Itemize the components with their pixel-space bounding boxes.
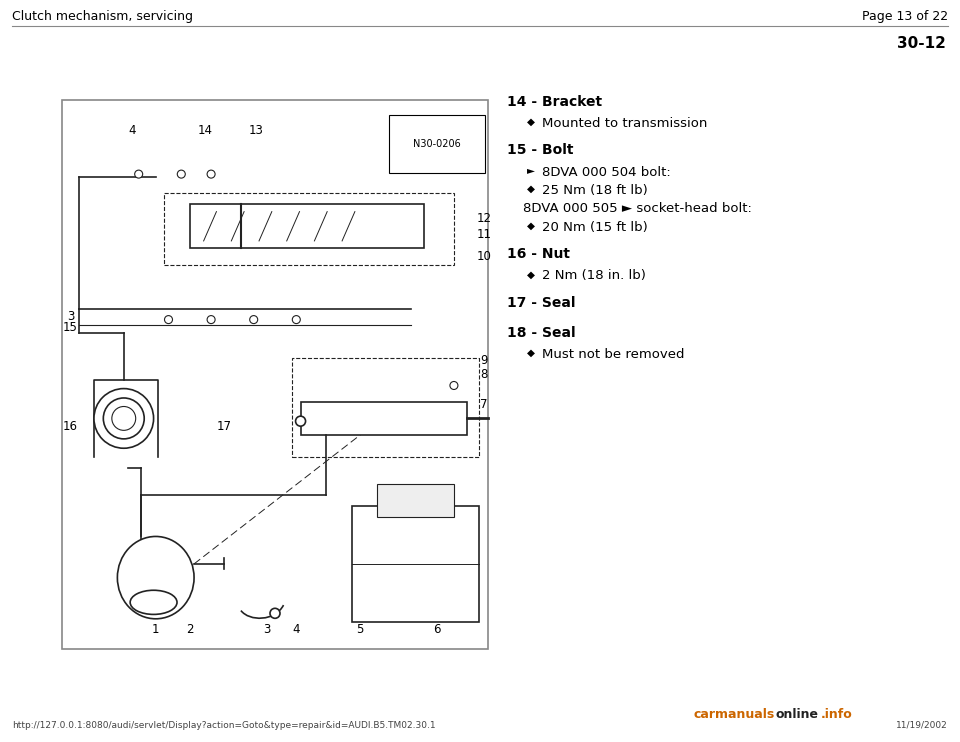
Circle shape (164, 315, 173, 324)
Text: ◆: ◆ (527, 221, 535, 231)
Text: 11: 11 (476, 228, 492, 241)
Circle shape (296, 416, 305, 426)
Text: 13: 13 (249, 124, 263, 137)
Text: 16 - Nut: 16 - Nut (507, 248, 570, 261)
Text: 8DVA 000 504 bolt:: 8DVA 000 504 bolt: (542, 165, 671, 179)
Text: 14: 14 (197, 124, 212, 137)
Ellipse shape (117, 536, 194, 619)
Text: 20 Nm (15 ft lb): 20 Nm (15 ft lb) (542, 221, 648, 234)
Text: 8DVA 000 505 ► socket-head bolt:: 8DVA 000 505 ► socket-head bolt: (523, 203, 752, 215)
Circle shape (450, 381, 458, 390)
Text: 1: 1 (152, 623, 159, 637)
Text: 16: 16 (63, 420, 78, 433)
Ellipse shape (131, 590, 177, 614)
Text: Must not be removed: Must not be removed (542, 348, 684, 361)
Text: 9: 9 (480, 354, 488, 367)
Text: Page 13 of 22: Page 13 of 22 (862, 10, 948, 23)
Text: N30-0206: N30-0206 (413, 139, 461, 149)
Text: 15: 15 (63, 321, 78, 335)
Text: 15 - Bolt: 15 - Bolt (507, 143, 573, 157)
Text: 7: 7 (480, 398, 488, 411)
Circle shape (250, 315, 257, 324)
Text: 3: 3 (67, 310, 74, 324)
Circle shape (134, 170, 143, 178)
Circle shape (94, 389, 154, 448)
Bar (164, 194, 454, 265)
Bar (62, 100, 488, 649)
Circle shape (207, 170, 215, 178)
Text: ◆: ◆ (527, 117, 535, 127)
Circle shape (270, 608, 280, 618)
Text: ◆: ◆ (527, 184, 535, 194)
Bar (190, 204, 424, 249)
Text: 8: 8 (480, 368, 488, 381)
Text: 17: 17 (216, 420, 231, 433)
Text: 5: 5 (356, 623, 364, 637)
Text: 11/19/2002: 11/19/2002 (897, 721, 948, 730)
Text: Mounted to transmission: Mounted to transmission (542, 117, 708, 130)
Text: carmanuals: carmanuals (693, 708, 775, 720)
Circle shape (207, 315, 215, 324)
Text: 3: 3 (263, 623, 270, 637)
Text: 30-12: 30-12 (898, 36, 946, 51)
Text: Clutch mechanism, servicing: Clutch mechanism, servicing (12, 10, 193, 23)
Text: online: online (775, 708, 818, 720)
Text: ◆: ◆ (527, 269, 535, 280)
Text: 2 Nm (18 in. lb): 2 Nm (18 in. lb) (542, 269, 646, 283)
Bar (377, 485, 454, 517)
Text: 4: 4 (129, 124, 136, 137)
Circle shape (178, 170, 185, 178)
Text: 4: 4 (293, 623, 300, 637)
Text: 25 Nm (18 ft lb): 25 Nm (18 ft lb) (542, 184, 648, 197)
Text: 6: 6 (433, 623, 441, 637)
Text: 18 - Seal: 18 - Seal (507, 326, 576, 340)
Bar (292, 358, 479, 457)
Text: ◆: ◆ (527, 348, 535, 358)
Circle shape (104, 398, 144, 439)
Circle shape (112, 407, 135, 430)
Bar (300, 402, 467, 435)
Text: 10: 10 (476, 250, 492, 263)
Text: http://127.0.0.1:8080/audi/servlet/Display?action=Goto&type=repair&id=AUDI.B5.TM: http://127.0.0.1:8080/audi/servlet/Displ… (12, 721, 436, 730)
Text: 2: 2 (186, 623, 194, 637)
Circle shape (292, 315, 300, 324)
Text: 14 - Bracket: 14 - Bracket (507, 95, 602, 109)
Text: 17 - Seal: 17 - Seal (507, 296, 575, 310)
Bar (351, 506, 479, 622)
Text: .info: .info (821, 708, 852, 720)
Text: ►: ► (527, 165, 535, 176)
Text: 12: 12 (476, 211, 492, 225)
